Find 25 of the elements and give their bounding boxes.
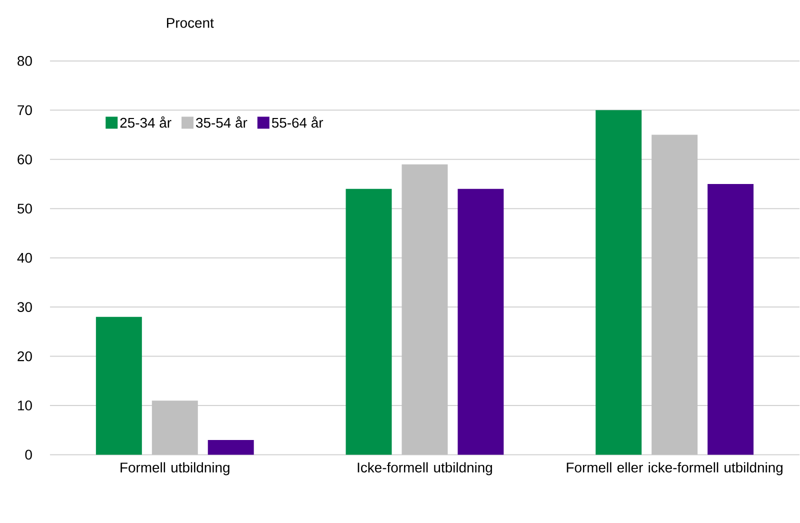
x-tick-label: Icke-formell utbildning [358,462,492,476]
y-tick-label: 70 [18,105,32,116]
legend-label: 35-54 år [196,116,248,128]
y-tick-label: 50 [18,204,32,214]
bar [346,189,392,455]
bar [208,440,254,455]
bar [708,184,754,455]
y-tick-label: 0 [25,450,32,460]
y-tick-label: 30 [17,302,32,312]
bar [402,164,448,455]
y-tick-label: 10 [18,400,32,411]
x-tick-label: Formell eller icke-formell utbildning [566,462,782,476]
x-tick-label: Formell utbildning [120,462,230,476]
y-tick-label: 80 [18,56,32,66]
bar [596,110,642,455]
bar [96,317,142,455]
y-axis-title: Procent [167,18,214,28]
bar [458,189,504,455]
legend-label: 55-64 år [272,116,324,128]
bar [152,400,198,455]
legend-label: 25-34 år [120,116,172,128]
y-tick-label: 20 [18,351,32,362]
y-tick-label: 60 [18,154,32,164]
bar [652,134,698,455]
y-tick-label: 40 [17,253,32,263]
